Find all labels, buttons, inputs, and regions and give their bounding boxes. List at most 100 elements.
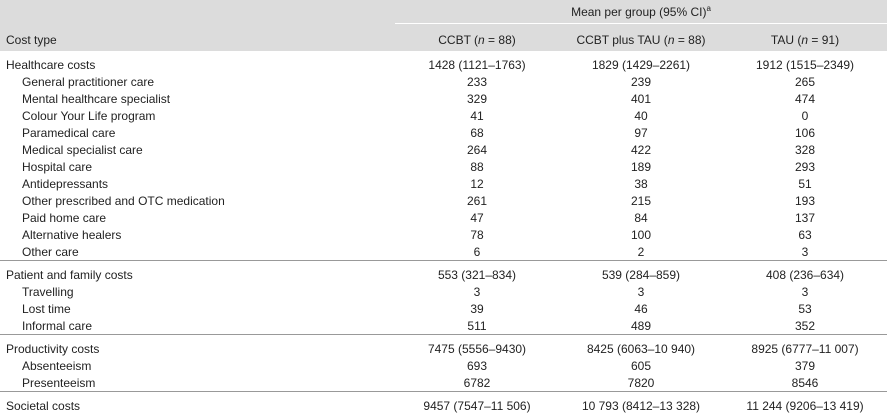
value-cell: 0 — [723, 107, 887, 124]
value-cell: 7820 — [559, 374, 723, 392]
value-cell: 553 (321–834) — [395, 261, 559, 284]
blank-cell — [0, 0, 395, 24]
value-cell: 352 — [723, 317, 887, 335]
value-cell: 189 — [559, 158, 723, 175]
row-label: Antidepressants — [0, 175, 395, 192]
value-cell: 2 — [559, 243, 723, 261]
n-symbol: n — [668, 33, 675, 47]
value-cell: 8546 — [723, 374, 887, 392]
header-row: Cost type CCBT (n = 88)CCBT plus TAU (n … — [0, 24, 887, 52]
value-cell: 193 — [723, 192, 887, 209]
group-sup: a — [706, 4, 710, 13]
row-label: Other prescribed and OTC medication — [0, 192, 395, 209]
column-name: TAU ( — [771, 33, 801, 47]
column-count: = 88) — [675, 33, 706, 47]
row-label: Mental healthcare specialist — [0, 90, 395, 107]
value-cell: 100 — [559, 226, 723, 243]
value-cell: 8925 (6777–11 007) — [723, 335, 887, 358]
column-name: CCBT plus TAU ( — [576, 33, 667, 47]
row-label: Presenteeism — [0, 374, 395, 392]
value-cell: 328 — [723, 141, 887, 158]
row-label: Informal care — [0, 317, 395, 335]
value-cell: 41 — [395, 107, 559, 124]
row-label: Alternative healers — [0, 226, 395, 243]
value-cell: 261 — [395, 192, 559, 209]
value-cell: 379 — [723, 357, 887, 374]
value-cell: 3 — [723, 243, 887, 261]
value-cell: 3 — [559, 283, 723, 300]
row-label: Absenteeism — [0, 357, 395, 374]
value-cell: 215 — [559, 192, 723, 209]
value-cell: 408 (236–634) — [723, 261, 887, 284]
value-cell: 329 — [395, 90, 559, 107]
value-cell: 68 — [395, 124, 559, 141]
value-cell: 137 — [723, 209, 887, 226]
value-cell: 53 — [723, 300, 887, 317]
n-symbol: n — [478, 33, 485, 47]
column-header: CCBT plus TAU (n = 88) — [559, 24, 723, 52]
row-label: General practitioner care — [0, 73, 395, 90]
value-cell: 6 — [395, 243, 559, 261]
value-cell: 39 — [395, 300, 559, 317]
value-cell: 422 — [559, 141, 723, 158]
value-cell: 3 — [723, 283, 887, 300]
value-cell: 7475 (5556–9430) — [395, 335, 559, 358]
row-label: Healthcare costs — [0, 51, 395, 73]
row-label: Paid home care — [0, 209, 395, 226]
value-cell: 84 — [559, 209, 723, 226]
value-cell: 51 — [723, 175, 887, 192]
cost-type-header: Cost type — [0, 24, 395, 52]
value-cell: 293 — [723, 158, 887, 175]
row-label: Travelling — [0, 283, 395, 300]
value-cell: 63 — [723, 226, 887, 243]
row-label: Medical specialist care — [0, 141, 395, 158]
column-count: = 91) — [808, 33, 839, 47]
row-label: Other care — [0, 243, 395, 261]
column-name: CCBT ( — [438, 33, 478, 47]
value-cell: 1428 (1121–1763) — [395, 51, 559, 73]
value-cell: 6782 — [395, 374, 559, 392]
value-cell: 78 — [395, 226, 559, 243]
table-header: Mean per group (95% CI)a Cost type CCBT … — [0, 0, 887, 51]
value-cell: 88 — [395, 158, 559, 175]
value-cell: 233 — [395, 73, 559, 90]
group-label: Mean per group (95% CI) — [571, 5, 706, 19]
value-cell: 264 — [395, 141, 559, 158]
value-cell: 474 — [723, 90, 887, 107]
row-label: Productivity costs — [0, 335, 395, 358]
column-header: TAU (n = 91) — [723, 24, 887, 52]
value-cell: 401 — [559, 90, 723, 107]
row-label: Colour Your Life program — [0, 107, 395, 124]
row-label: Patient and family costs — [0, 261, 395, 284]
column-header: CCBT (n = 88) — [395, 24, 559, 52]
value-cell: 8425 (6063–10 940) — [559, 335, 723, 358]
value-cell: 12 — [395, 175, 559, 192]
row-label: Hospital care — [0, 158, 395, 175]
value-cell: 3 — [395, 283, 559, 300]
value-cell: 265 — [723, 73, 887, 90]
row-label: Paramedical care — [0, 124, 395, 141]
value-cell: 489 — [559, 317, 723, 335]
value-cell: 40 — [559, 107, 723, 124]
column-count: = 88) — [485, 33, 516, 47]
value-cell: 605 — [559, 357, 723, 374]
